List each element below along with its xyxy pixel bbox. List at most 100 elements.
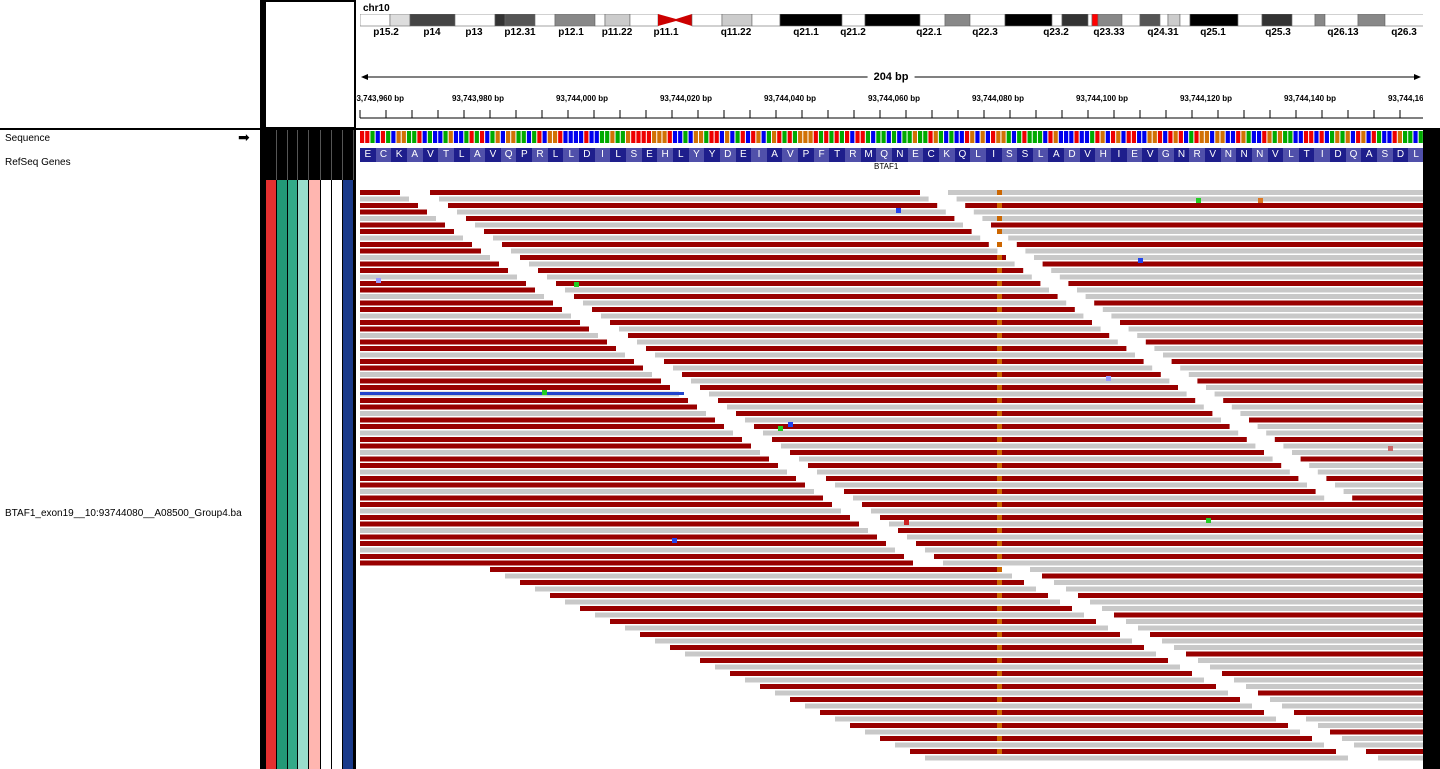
sequence-base [1116, 131, 1121, 143]
sequence-base [391, 131, 396, 143]
sequence-base [1137, 131, 1142, 143]
amino-acid: H [657, 148, 673, 162]
mismatch-mark [1388, 446, 1393, 451]
sequence-base [558, 131, 563, 143]
read [1326, 476, 1424, 481]
read [1257, 424, 1424, 429]
read [360, 534, 877, 540]
data-panel[interactable]: p15.2 p14 p13 p12.31 p12.1 p11.22 p11.1 q11.22 q… [356, 0, 1440, 769]
band-label: p11.1 [653, 27, 679, 38]
read [1300, 456, 1424, 462]
read [808, 463, 1282, 468]
centromere-shape [658, 14, 676, 26]
track-name-alignment[interactable]: BTAF1_exon19__10:93744080__A08500_Group4… [5, 508, 242, 519]
read [817, 469, 1290, 475]
variant-mark [997, 463, 1002, 468]
read [880, 515, 1424, 520]
track-name-refseq[interactable]: RefSeq Genes [5, 157, 71, 168]
track-name-sequence[interactable]: Sequence [5, 133, 51, 144]
amino-acid: I [594, 148, 611, 162]
amino-acid: L [970, 148, 986, 162]
read [1318, 723, 1424, 728]
sequence-base [813, 131, 818, 143]
gene-label[interactable]: BTAF1 [874, 162, 899, 171]
sequence-base [464, 131, 469, 143]
read [360, 450, 760, 455]
attribute-column[interactable] [321, 180, 331, 769]
attribute-column[interactable] [288, 180, 297, 769]
sequence-base [516, 131, 521, 143]
sequence-base [1189, 131, 1194, 143]
amino-acid: L [610, 148, 626, 162]
variant-mark [997, 203, 1002, 208]
amino-acid: R [1189, 148, 1205, 162]
amino-acid: S [1017, 148, 1033, 162]
alignment-track[interactable] [360, 186, 1424, 769]
sequence-base [902, 131, 907, 143]
read [360, 333, 598, 338]
sequence-base [1064, 131, 1069, 143]
sequence-base [1173, 131, 1178, 143]
sequence-base [1288, 131, 1293, 143]
read [1008, 235, 1424, 241]
sequence-base [552, 131, 558, 143]
sequence-base [1241, 131, 1246, 143]
sequence-base [657, 131, 662, 143]
sequence-base [876, 131, 881, 143]
variant-mark [997, 216, 1002, 221]
mismatch-mark [1138, 258, 1143, 263]
sequence-base [1345, 131, 1350, 143]
strand-arrow-icon[interactable]: ➡ [238, 129, 250, 145]
attribute-column[interactable] [343, 180, 353, 769]
sequence-base [1048, 131, 1053, 143]
sequence-base [1152, 131, 1157, 143]
read [1034, 255, 1424, 260]
sequence-base [970, 131, 975, 143]
read [1180, 365, 1424, 371]
read [360, 430, 733, 436]
attribute-column[interactable] [309, 180, 320, 769]
read [360, 521, 859, 527]
read [619, 326, 1101, 332]
read [853, 495, 1325, 501]
attribute-column[interactable] [332, 180, 342, 769]
sequence-base [1356, 131, 1361, 143]
amino-acid: I [985, 148, 1002, 162]
attribute-header-cell [266, 130, 277, 180]
amino-acid: Y [704, 148, 720, 162]
sequence-base [620, 131, 625, 143]
amino-acid: T [1298, 148, 1315, 162]
variant-mark [997, 749, 1002, 754]
read [520, 255, 1006, 260]
sequence-base [975, 131, 980, 143]
attribute-column[interactable] [266, 180, 276, 769]
read [1094, 300, 1424, 306]
chromosome-ideogram[interactable] [360, 14, 1424, 28]
band-label: q22.3 [972, 27, 998, 38]
sequence-base [1283, 131, 1288, 143]
variant-mark [997, 372, 1002, 377]
sequence-base [792, 131, 798, 143]
read [1330, 729, 1424, 735]
ideogram-band [1384, 14, 1424, 27]
variant-mark [997, 255, 1002, 260]
attribute-column[interactable] [277, 180, 287, 769]
read [646, 346, 1127, 351]
read [973, 209, 1424, 215]
read [360, 476, 796, 481]
read [556, 281, 1041, 286]
read [490, 567, 1000, 572]
amino-acid: S [626, 148, 642, 162]
amino-acid: N [1220, 148, 1237, 162]
attribute-column[interactable] [298, 180, 308, 769]
sequence-base [500, 131, 506, 143]
read [1128, 326, 1424, 332]
read [640, 632, 1120, 637]
read [360, 378, 661, 384]
read [360, 242, 472, 247]
read [610, 320, 1092, 325]
attribute-header-cell [277, 130, 288, 180]
read [898, 528, 1424, 533]
sequence-base [777, 131, 782, 143]
attribute-header-cell [343, 130, 354, 180]
